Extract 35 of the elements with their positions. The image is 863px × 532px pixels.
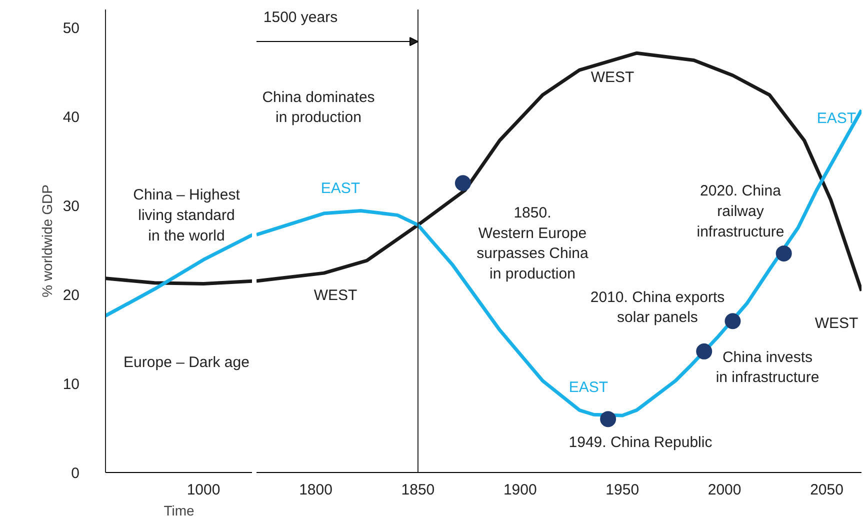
annotation: WEST [814, 315, 858, 332]
annotation: 2020. China railway infrastructure [696, 182, 784, 240]
y-tick-label: 50 [62, 20, 80, 37]
x-tick-label: 1900 [503, 482, 537, 498]
annotation: EAST [568, 379, 608, 396]
annotation: WEST [314, 287, 358, 304]
annotation: 1500 years [263, 9, 338, 26]
y-tick-label: 30 [62, 198, 80, 215]
point [696, 343, 712, 360]
x-tick-label: 2050 [810, 482, 844, 498]
annotation: China invests in infrastructure [716, 348, 820, 386]
annotation: China dominates in production [262, 88, 375, 126]
point [600, 411, 616, 428]
y-axis-title: % worldwide GDP [38, 184, 55, 298]
annotation: 1850. Western Europe surpasses China in production [476, 204, 590, 283]
point [776, 245, 792, 262]
annotation: 2010. China exports solar panels [590, 288, 725, 326]
x-tick-label: 1800 [299, 482, 332, 498]
annotation: Europe – Dark age [124, 354, 250, 371]
y-tick-label: 0 [71, 465, 80, 482]
annotation: WEST [590, 69, 634, 86]
y-tick-label: 10 [62, 376, 80, 393]
annotation: EAST [816, 110, 856, 127]
y-tick-label: 40 [62, 108, 80, 126]
x-axis-title: Time [164, 502, 195, 518]
annotation: EAST [320, 180, 360, 197]
x-tick-label: 1950 [606, 482, 640, 498]
x-tick-label: 1000 [186, 482, 220, 498]
x-tick-label: 1850 [401, 482, 435, 498]
annotation: 1949. China Republic [568, 434, 713, 451]
x-tick-label: 2000 [708, 482, 742, 498]
point [724, 313, 741, 330]
point [454, 175, 471, 192]
y-tick-label: 20 [62, 286, 80, 304]
annotation: China – Highest living standard in the world [133, 186, 241, 244]
